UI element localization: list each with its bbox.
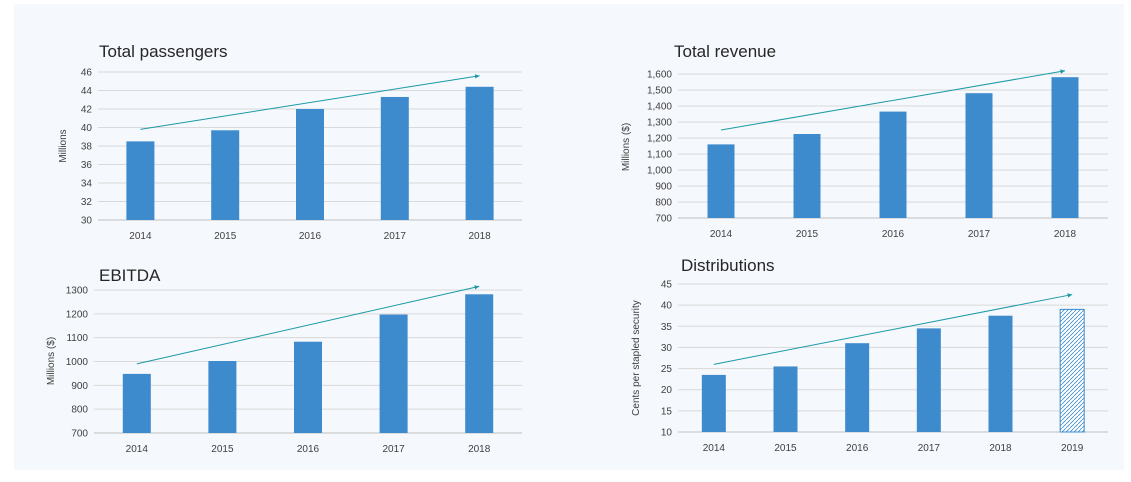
y-tick-label: 700 <box>71 429 88 440</box>
bar <box>965 93 993 218</box>
bar <box>208 361 237 433</box>
y-tick-label: 1,300 <box>647 118 672 129</box>
y-tick-label: 44 <box>81 86 93 97</box>
y-tick-label: 1,100 <box>647 150 672 161</box>
y-tick-label: 1,000 <box>647 166 672 177</box>
x-tick-label: 2016 <box>882 229 905 240</box>
y-tick-label: 700 <box>655 214 672 225</box>
bar <box>294 341 322 433</box>
charts-canvas: Total passengers Millions 30 32 34 36 38 40 42… <box>46 42 1108 455</box>
bar <box>793 134 821 218</box>
bar <box>296 109 324 220</box>
chart-distributions: Distributions Cents per stapled security… <box>631 256 1108 454</box>
x-tick-label: 2015 <box>211 444 234 455</box>
bar <box>465 86 494 220</box>
bar <box>988 315 1013 432</box>
chart-ebitda: EBITDA Millions ($) 700 800 900 1000 1100 120… <box>46 266 522 455</box>
trend-arrowhead <box>1060 69 1065 74</box>
trend-arrowhead <box>474 74 480 79</box>
bar <box>707 144 735 218</box>
trend-arrowhead <box>1067 293 1073 298</box>
bar <box>211 130 240 220</box>
y-tick-label: 1000 <box>66 357 89 368</box>
x-tick-label: 2015 <box>214 231 237 242</box>
y-tick-label: 35 <box>661 322 673 333</box>
y-tick-label: 1,600 <box>647 70 672 81</box>
x-tick-label: 2016 <box>297 444 320 455</box>
y-tick-label: 40 <box>81 123 93 134</box>
x-tick-label: 2017 <box>968 229 991 240</box>
x-tick-label: 2014 <box>126 444 149 455</box>
x-tick-label: 2017 <box>918 443 941 454</box>
y-tick-label: 15 <box>661 406 673 417</box>
trend-line <box>713 294 1073 365</box>
bar <box>379 314 408 433</box>
chart-title: EBITDA <box>99 266 161 285</box>
y-tick-label: 10 <box>661 428 673 439</box>
x-tick-label: 2014 <box>703 443 726 454</box>
bar <box>126 141 155 220</box>
bar <box>380 96 409 220</box>
bar <box>122 373 151 433</box>
y-tick-label: 900 <box>71 381 88 392</box>
x-tick-label: 2016 <box>299 231 322 242</box>
x-tick-label: 2019 <box>1061 443 1084 454</box>
chart-title: Total passengers <box>99 42 228 61</box>
x-tick-label: 2018 <box>1054 229 1077 240</box>
y-tick-label: 25 <box>661 364 673 375</box>
bar <box>916 328 941 432</box>
bar <box>1051 77 1079 218</box>
bar <box>879 111 907 218</box>
trend-line <box>140 75 480 130</box>
y-tick-label: 36 <box>81 160 93 171</box>
y-axis-label: Cents per stapled security <box>631 300 642 416</box>
y-tick-label: 42 <box>81 105 93 116</box>
bar <box>701 374 726 432</box>
y-tick-label: 45 <box>661 280 673 291</box>
y-tick-label: 38 <box>81 142 93 153</box>
y-axis-label: Millions <box>58 129 69 162</box>
y-tick-label: 1200 <box>66 309 89 320</box>
y-tick-label: 40 <box>661 301 673 312</box>
y-tick-label: 800 <box>71 405 88 416</box>
x-tick-label: 2017 <box>384 231 407 242</box>
trend-line <box>136 285 480 365</box>
y-tick-label: 30 <box>81 216 93 227</box>
x-tick-label: 2018 <box>468 444 491 455</box>
forecast-bar <box>1059 308 1085 433</box>
y-axis-label: Millions ($) <box>621 123 632 171</box>
x-tick-label: 2016 <box>846 443 869 454</box>
chart-title: Total revenue <box>674 42 776 61</box>
y-tick-label: 32 <box>81 197 93 208</box>
x-tick-label: 2014 <box>129 231 152 242</box>
x-tick-label: 2014 <box>710 229 733 240</box>
y-axis-label: Millions ($) <box>46 337 57 385</box>
x-tick-label: 2015 <box>796 229 819 240</box>
x-tick-label: 2017 <box>382 444 405 455</box>
bar <box>465 294 494 433</box>
y-tick-label: 30 <box>661 343 673 354</box>
chart-title: Distributions <box>681 256 775 275</box>
y-tick-label: 1,400 <box>647 102 672 113</box>
y-tick-label: 1,500 <box>647 86 672 97</box>
chart-total-passengers: Total passengers Millions 30 32 34 36 38 40 42… <box>58 42 522 242</box>
bar <box>773 366 798 432</box>
x-tick-label: 2015 <box>774 443 797 454</box>
trend-line <box>720 70 1066 131</box>
y-tick-label: 1,200 <box>647 134 672 145</box>
x-tick-label: 2018 <box>468 231 491 242</box>
y-tick-label: 1100 <box>66 333 88 344</box>
y-tick-label: 46 <box>81 68 93 79</box>
chart-total-revenue: Total revenue Millions ($) 700 800 900 1,00… <box>621 42 1108 240</box>
dashboard-panel: Total passengers Millions 30 32 34 36 38 40 42… <box>14 4 1124 470</box>
y-tick-label: 34 <box>81 179 93 190</box>
y-tick-label: 800 <box>655 198 672 209</box>
y-tick-label: 1300 <box>66 286 89 297</box>
y-tick-label: 900 <box>655 182 672 193</box>
y-tick-label: 20 <box>661 385 673 396</box>
x-tick-label: 2018 <box>989 443 1012 454</box>
trend-arrowhead <box>474 285 480 290</box>
bar <box>845 343 870 432</box>
